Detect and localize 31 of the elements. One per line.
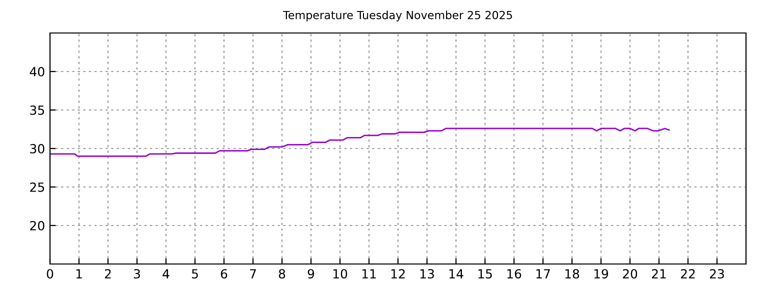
x-tick-label: 10 bbox=[333, 269, 348, 279]
y-tick-label: 30 bbox=[30, 144, 44, 154]
x-tick-label: 1 bbox=[76, 269, 82, 278]
x-tick-label: 13 bbox=[420, 269, 434, 279]
x-tick-label: 9 bbox=[308, 269, 314, 279]
x-tick-label: 2 bbox=[104, 269, 111, 278]
x-tick-label: 8 bbox=[278, 269, 286, 279]
x-tick-label: 20 bbox=[622, 269, 638, 279]
x-tick-label: 15 bbox=[478, 269, 492, 279]
chart-title: Temperature Tuesday November 25 2025 bbox=[283, 10, 512, 22]
x-tick-label: 0 bbox=[46, 269, 54, 279]
x-tick-label: 7 bbox=[250, 269, 256, 278]
x-tick-label: 16 bbox=[507, 269, 522, 279]
x-tick-label: 23 bbox=[710, 269, 724, 279]
x-tick-label: 17 bbox=[536, 269, 550, 278]
y-tick-label: 35 bbox=[30, 105, 44, 115]
x-tick-label: 14 bbox=[449, 269, 464, 278]
x-tick-label: 11 bbox=[362, 269, 376, 278]
x-tick-label: 3 bbox=[134, 269, 140, 279]
x-tick-label: 6 bbox=[220, 269, 228, 279]
x-tick-label: 5 bbox=[192, 269, 198, 279]
x-tick-label: 19 bbox=[594, 269, 608, 279]
y-tick-label: 40 bbox=[30, 66, 44, 76]
y-tick-label: 25 bbox=[30, 182, 44, 192]
y-tick-label: 20 bbox=[30, 220, 44, 230]
line-series bbox=[50, 128, 670, 157]
x-tick-label: 21 bbox=[652, 269, 666, 278]
x-tick-label: 22 bbox=[680, 269, 695, 278]
x-tick-label: 18 bbox=[565, 269, 580, 279]
x-tick-label: 12 bbox=[391, 269, 405, 278]
x-tick-label: 4 bbox=[162, 269, 170, 278]
